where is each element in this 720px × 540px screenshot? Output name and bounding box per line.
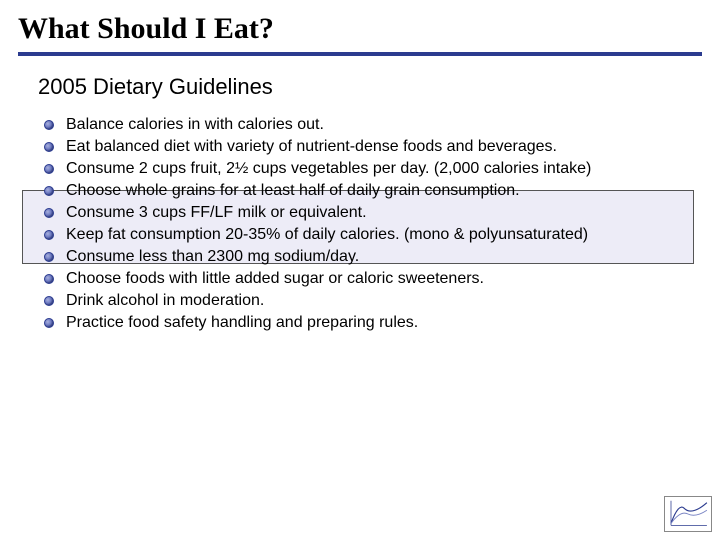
slide-subtitle: 2005 Dietary Guidelines bbox=[38, 74, 702, 100]
slide-content: 2005 Dietary Guidelines Balance calories… bbox=[18, 74, 702, 334]
slide-title: What Should I Eat? bbox=[18, 12, 702, 46]
bullet-item: Practice food safety handling and prepar… bbox=[44, 312, 702, 334]
bullet-item: Keep fat consumption 20-35% of daily cal… bbox=[44, 224, 702, 246]
bullet-item: Consume 2 cups fruit, 2½ cups vegetables… bbox=[44, 158, 702, 180]
bullet-list: Balance calories in with calories out. E… bbox=[38, 114, 702, 334]
bullet-item: Balance calories in with calories out. bbox=[44, 114, 702, 136]
bullet-item: Choose foods with little added sugar or … bbox=[44, 268, 702, 290]
bullet-item: Choose whole grains for at least half of… bbox=[44, 180, 702, 202]
slide: What Should I Eat? 2005 Dietary Guidelin… bbox=[0, 0, 720, 540]
bullet-item: Eat balanced diet with variety of nutrie… bbox=[44, 136, 702, 158]
bullet-item: Consume 3 cups FF/LF milk or equivalent. bbox=[44, 202, 702, 224]
title-underline bbox=[18, 52, 702, 56]
bullet-item: Consume less than 2300 mg sodium/day. bbox=[44, 246, 702, 268]
bullet-item: Drink alcohol in moderation. bbox=[44, 290, 702, 312]
logo-icon bbox=[664, 496, 712, 532]
